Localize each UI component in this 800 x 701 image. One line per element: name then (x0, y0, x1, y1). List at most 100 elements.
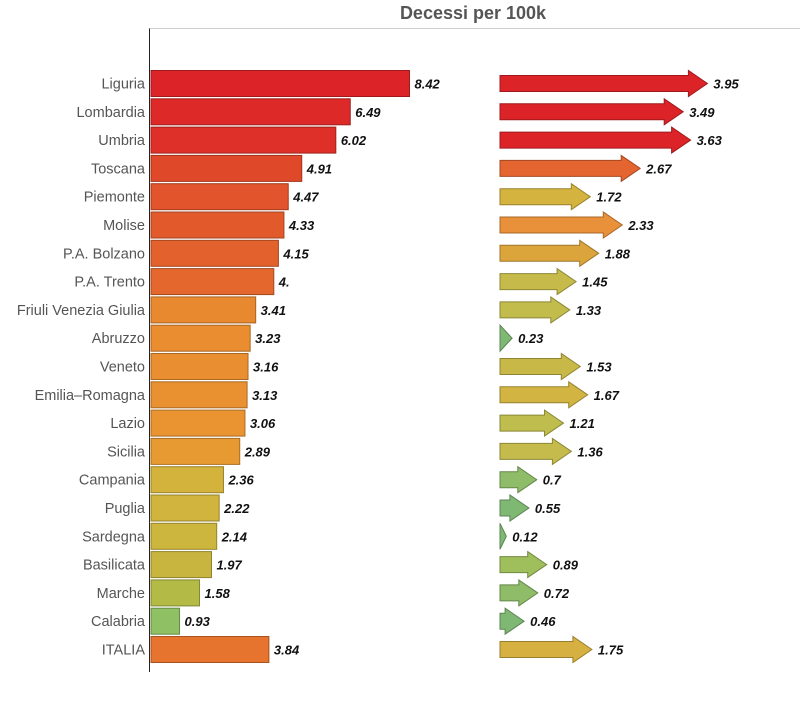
category-label: Puglia (105, 501, 146, 517)
arrow-value-label: 1.75 (598, 643, 624, 658)
arrow-mark (499, 323, 513, 353)
bar-value-label: 2.14 (221, 529, 248, 544)
category-label: Emilia–Romagna (35, 388, 146, 404)
category-label: Liguria (101, 77, 145, 93)
arrow-value-label: 1.88 (605, 246, 631, 261)
arrow-mark (499, 239, 600, 268)
bar (150, 70, 410, 97)
bar-value-label: 3.41 (261, 303, 286, 318)
arrow-mark (499, 465, 538, 494)
bar (150, 211, 285, 239)
arrow-mark (499, 69, 709, 98)
bar-value-label: 4.47 (292, 190, 319, 205)
arrow-value-label: 1.36 (577, 444, 603, 459)
arrow-value-label: 0.55 (535, 501, 561, 516)
arrow-mark (499, 437, 573, 466)
bar-value-label: 1.58 (205, 586, 231, 601)
category-label: Friuli Venezia Giulia (17, 303, 146, 319)
arrow-value-label: 2.33 (627, 218, 654, 233)
bar-value-label: 3.06 (250, 416, 276, 431)
bar (150, 98, 351, 126)
category-label: ITALIA (102, 643, 146, 659)
category-label: Abruzzo (92, 331, 145, 347)
bar-value-label: 4.33 (288, 218, 315, 233)
bar (150, 607, 181, 635)
bar (150, 154, 303, 182)
arrow-mark (499, 211, 624, 239)
arrow-mark (499, 126, 692, 155)
bar (150, 494, 220, 522)
arrow-value-label: 0.72 (544, 586, 570, 601)
arrow-value-label: 1.21 (570, 416, 595, 431)
arrow-mark (499, 578, 539, 607)
arrow-mark (499, 97, 685, 126)
category-label: Lazio (110, 416, 145, 432)
bar (150, 466, 224, 494)
bar (150, 268, 275, 296)
category-label: Calabria (91, 614, 146, 630)
bar (150, 296, 257, 324)
arrow-mark (499, 154, 642, 183)
bar-value-label: 8.42 (414, 77, 440, 92)
arrow-value-label: 0.23 (518, 331, 544, 346)
arrow-value-label: 0.46 (530, 614, 556, 629)
bar (150, 183, 289, 211)
arrow-value-label: 2.67 (645, 161, 672, 176)
bar-value-label: 3.16 (253, 360, 279, 375)
arrow-mark (499, 409, 565, 438)
arrow-mark (499, 523, 507, 550)
bar (150, 636, 270, 663)
arrow-mark (499, 352, 582, 381)
arrow-value-label: 3.49 (689, 105, 715, 120)
arrow-value-label: 3.63 (697, 133, 723, 148)
arrow-value-label: 1.67 (594, 388, 620, 403)
bar-value-label: 2.36 (227, 473, 254, 488)
bar (150, 353, 249, 380)
bar-value-label: 6.02 (341, 133, 367, 148)
arrow-mark (499, 607, 525, 636)
bar-value-label: 4.15 (282, 246, 309, 261)
bar-value-label: 4. (278, 275, 290, 290)
arrow-value-label: 1.72 (596, 190, 622, 205)
arrow-mark (499, 182, 592, 211)
bar-value-label: 1.97 (216, 558, 242, 573)
bar-value-label: 3.23 (255, 331, 281, 346)
category-label: Basilicata (83, 558, 146, 574)
arrow-value-label: 1.33 (576, 303, 602, 318)
bar (150, 551, 212, 579)
arrow-mark (499, 635, 593, 664)
bar (150, 381, 248, 409)
category-label: Veneto (100, 360, 145, 376)
bar (150, 409, 246, 437)
arrow-mark (499, 380, 589, 409)
category-label: Campania (79, 473, 146, 489)
bar-value-label: 0.93 (185, 614, 211, 629)
category-label: P.A. Trento (74, 275, 145, 291)
category-label: Toscana (91, 161, 146, 177)
bar-value-label: 4.91 (306, 161, 332, 176)
category-label: Sicilia (107, 444, 146, 460)
bar-value-label: 3.13 (252, 388, 278, 403)
bar (150, 522, 218, 550)
bar-value-label: 2.22 (223, 501, 250, 516)
arrow-mark (499, 295, 571, 324)
bar-value-label: 3.84 (274, 643, 300, 658)
arrow-value-label: 0.12 (512, 529, 538, 544)
chart-title: Decessi per 100k (399, 3, 547, 23)
bar (150, 579, 201, 607)
category-label: P.A. Bolzano (63, 246, 145, 262)
bar-value-label: 6.49 (355, 105, 381, 120)
category-label: Sardegna (82, 529, 146, 545)
category-label: Piemonte (84, 190, 145, 206)
arrow-mark (499, 494, 530, 522)
arrow-value-label: 0.7 (543, 473, 562, 488)
bar (150, 437, 241, 465)
arrow-value-label: 0.89 (553, 558, 579, 573)
arrow-value-label: 1.45 (582, 275, 608, 290)
arrow-value-label: 3.95 (713, 77, 739, 92)
arrow-value-label: 1.53 (586, 360, 612, 375)
arrow-mark (499, 550, 548, 579)
category-label: Umbria (98, 133, 146, 149)
bar-value-label: 2.89 (244, 444, 271, 459)
